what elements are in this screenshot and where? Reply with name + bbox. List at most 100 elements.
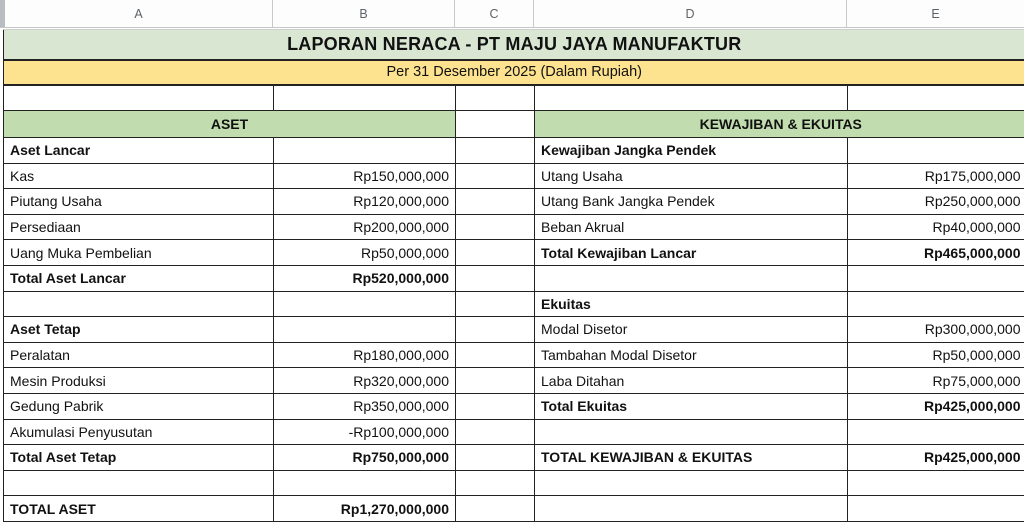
cell-C6[interactable] xyxy=(455,162,535,190)
table-row: Kas Rp150,000,000 Utang Usaha Rp175,000,… xyxy=(3,162,1024,190)
cell-A19[interactable]: TOTAL ASET xyxy=(3,495,274,522)
cell-E19[interactable] xyxy=(847,495,1024,522)
cell-D19[interactable] xyxy=(534,495,848,522)
cell-B13[interactable]: Rp180,000,000 xyxy=(273,341,456,369)
cell-A6[interactable]: Kas xyxy=(3,162,274,190)
cell-A8[interactable]: Persediaan xyxy=(3,213,274,241)
cell-B14[interactable]: Rp320,000,000 xyxy=(273,367,456,394)
spacer-row xyxy=(3,84,1024,111)
cell-D10[interactable] xyxy=(534,264,848,292)
cell-C19[interactable] xyxy=(455,495,535,522)
cell-C5[interactable] xyxy=(455,137,535,164)
cell-A5[interactable]: Aset Lancar xyxy=(3,137,274,164)
cell-D3[interactable] xyxy=(534,84,848,111)
cell-D6[interactable]: Utang Usaha xyxy=(534,162,848,190)
cell-E5[interactable] xyxy=(847,137,1024,164)
cell-E7[interactable]: Rp250,000,000 xyxy=(847,188,1024,215)
cell-D7[interactable]: Utang Bank Jangka Pendek xyxy=(534,188,848,215)
cell-B10[interactable]: Rp520,000,000 xyxy=(273,264,456,292)
cell-B17[interactable]: Rp750,000,000 xyxy=(273,444,456,471)
cell-A14[interactable]: Mesin Produksi xyxy=(3,367,274,394)
cell-C15[interactable] xyxy=(455,392,535,420)
cell-A9[interactable]: Uang Muka Pembelian xyxy=(3,239,274,266)
column-header-b[interactable]: B xyxy=(273,0,455,27)
cell-B15[interactable]: Rp350,000,000 xyxy=(273,392,456,420)
cell-D17[interactable]: TOTAL KEWAJIBAN & EKUITAS xyxy=(534,444,848,471)
cell-C12[interactable] xyxy=(455,316,535,343)
table-row: Total Aset Lancar Rp520,000,000 xyxy=(3,264,1024,292)
table-row: Mesin Produksi Rp320,000,000 Laba Ditaha… xyxy=(3,367,1024,394)
cell-B8[interactable]: Rp200,000,000 xyxy=(273,213,456,241)
cell-E11[interactable] xyxy=(847,290,1024,318)
report-subtitle[interactable]: Per 31 Desember 2025 (Dalam Rupiah) xyxy=(3,59,1024,86)
cell-E12[interactable]: Rp300,000,000 xyxy=(847,316,1024,343)
cell-B6[interactable]: Rp150,000,000 xyxy=(273,162,456,190)
cell-B16[interactable]: -Rp100,000,000 xyxy=(273,418,456,446)
cell-C10[interactable] xyxy=(455,264,535,292)
cell-C7[interactable] xyxy=(455,188,535,215)
table-row: Ekuitas xyxy=(3,290,1024,318)
cell-E13[interactable]: Rp50,000,000 xyxy=(847,341,1024,369)
cell-B19[interactable]: Rp1,270,000,000 xyxy=(273,495,456,522)
cell-D11[interactable]: Ekuitas xyxy=(534,290,848,318)
cell-C16[interactable] xyxy=(455,418,535,446)
cell-D16[interactable] xyxy=(534,418,848,446)
cell-B12[interactable] xyxy=(273,316,456,343)
section-header-kewajiban-ekuitas[interactable]: KEWAJIBAN & EKUITAS xyxy=(534,110,1024,138)
corner-box[interactable] xyxy=(0,0,5,27)
cell-D14[interactable]: Laba Ditahan xyxy=(534,367,848,394)
cell-D5[interactable]: Kewajiban Jangka Pendek xyxy=(534,137,848,164)
cell-D8[interactable]: Beban Akrual xyxy=(534,213,848,241)
cell-B3[interactable] xyxy=(273,84,456,111)
cell-C4[interactable] xyxy=(455,110,535,138)
balance-sheet-table: LAPORAN NERACA - PT MAJU JAYA MANUFAKTUR… xyxy=(3,29,1024,522)
cell-C3[interactable] xyxy=(455,84,535,111)
cell-A18[interactable] xyxy=(3,469,274,497)
cell-A15[interactable]: Gedung Pabrik xyxy=(3,392,274,420)
cell-A13[interactable]: Peralatan xyxy=(3,341,274,369)
cell-D12[interactable]: Modal Disetor xyxy=(534,316,848,343)
cell-A3[interactable] xyxy=(3,84,274,111)
cell-A17[interactable]: Total Aset Tetap xyxy=(3,444,274,471)
cell-D13[interactable]: Tambahan Modal Disetor xyxy=(534,341,848,369)
section-header-aset[interactable]: ASET xyxy=(3,110,456,138)
cell-E8[interactable]: Rp40,000,000 xyxy=(847,213,1024,241)
cell-E3[interactable] xyxy=(847,84,1024,111)
cell-E9[interactable]: Rp465,000,000 xyxy=(847,239,1024,266)
cell-B5[interactable] xyxy=(273,137,456,164)
column-header-e[interactable]: E xyxy=(931,6,940,21)
cell-A12[interactable]: Aset Tetap xyxy=(3,316,274,343)
cell-A16[interactable]: Akumulasi Penyusutan xyxy=(3,418,274,446)
cell-E15[interactable]: Rp425,000,000 xyxy=(847,392,1024,420)
cell-C13[interactable] xyxy=(455,341,535,369)
cell-D9[interactable]: Total Kewajiban Lancar xyxy=(534,239,848,266)
cell-C11[interactable] xyxy=(455,290,535,318)
cell-B11[interactable] xyxy=(273,290,456,318)
cell-D18[interactable] xyxy=(534,469,848,497)
cell-C8[interactable] xyxy=(455,213,535,241)
report-title[interactable]: LAPORAN NERACA - PT MAJU JAYA MANUFAKTUR xyxy=(3,29,1024,61)
cell-E6[interactable]: Rp175,000,000 xyxy=(847,162,1024,190)
cell-D15[interactable]: Total Ekuitas xyxy=(534,392,848,420)
column-header-d[interactable]: D xyxy=(534,0,847,27)
cell-A11[interactable] xyxy=(3,290,274,318)
cell-E14[interactable]: Rp75,000,000 xyxy=(847,367,1024,394)
column-header-c[interactable]: C xyxy=(455,0,534,27)
cell-E18[interactable] xyxy=(847,469,1024,497)
cell-C14[interactable] xyxy=(455,367,535,394)
cell-A10[interactable]: Total Aset Lancar xyxy=(3,264,274,292)
cell-E10[interactable] xyxy=(847,264,1024,292)
cell-A7[interactable]: Piutang Usaha xyxy=(3,188,274,215)
cell-E17[interactable]: Rp425,000,000 xyxy=(847,444,1024,471)
cell-C9[interactable] xyxy=(455,239,535,266)
cell-B9[interactable]: Rp50,000,000 xyxy=(273,239,456,266)
column-header-a[interactable]: A xyxy=(5,0,273,27)
subtitle-row: Per 31 Desember 2025 (Dalam Rupiah) xyxy=(3,59,1024,86)
cell-C18[interactable] xyxy=(455,469,535,497)
cell-B7[interactable]: Rp120,000,000 xyxy=(273,188,456,215)
table-row: Uang Muka Pembelian Rp50,000,000 Total K… xyxy=(3,239,1024,266)
cell-E16[interactable] xyxy=(847,418,1024,446)
column-header-bar: A B C D E xyxy=(0,0,1024,28)
cell-B18[interactable] xyxy=(273,469,456,497)
cell-C17[interactable] xyxy=(455,444,535,471)
